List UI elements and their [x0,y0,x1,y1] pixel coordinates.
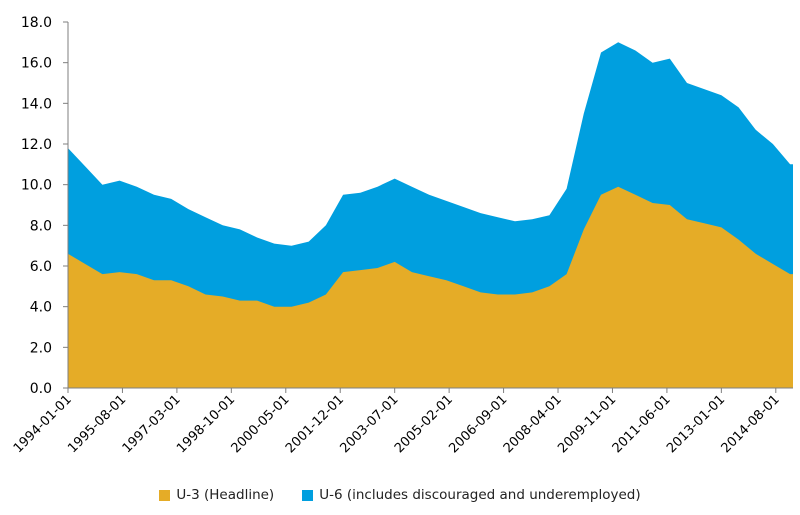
chart: 0.0 2.0 4.0 6.0 8.0 10.0 12.0 14.0 16.0 18.0 1994… [11,15,793,456]
y-tick-label: 16.0 [21,56,52,72]
area-series-group [68,42,793,389]
y-axis-ticks: 0.0 2.0 4.0 6.0 8.0 10.0 12.0 14.0 16.0 18.0 [21,15,68,397]
legend-item-u6: U-6 (includes discouraged and underemplo… [302,487,641,503]
y-tick-label: 0.0 [30,381,52,397]
y-tick-label: 18.0 [21,15,52,31]
legend-swatch-u6 [302,489,314,501]
y-tick-label: 2.0 [30,340,52,356]
y-tick-label: 6.0 [30,259,52,275]
axes [67,22,793,389]
legend-label-u3: U-3 (Headline) [176,487,275,503]
legend: U-3 (Headline) U-6 (includes discouraged… [0,483,800,507]
x-tick-label: 2014-08-01 [719,392,783,456]
y-tick-label: 14.0 [21,96,52,112]
y-tick-label: 12.0 [21,137,52,153]
legend-label-u6: U-6 (includes discouraged and underemplo… [319,487,641,503]
x-axis-ticks: 1994-01-011995-08-011997-03-011998-10-01… [11,388,783,456]
y-tick-label: 8.0 [30,218,52,234]
u3-area [68,186,793,388]
legend-item-u3: U-3 (Headline) [159,487,274,503]
y-tick-label: 10.0 [21,178,52,194]
legend-swatch-u3 [159,489,171,501]
y-tick-label: 4.0 [30,300,52,316]
